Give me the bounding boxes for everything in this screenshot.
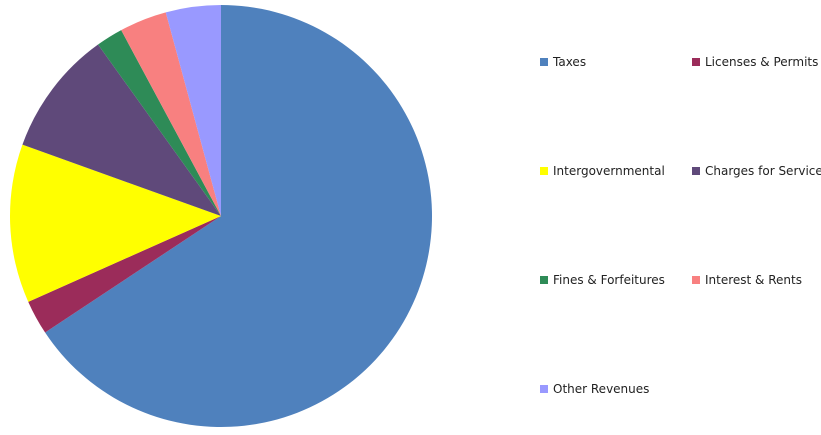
pie-slice-intergovernmental bbox=[10, 144, 222, 302]
legend-label-interest-rents: Interest & Rents bbox=[705, 273, 802, 287]
pie-slice-taxes bbox=[45, 5, 432, 428]
legend-item-interest-rents: Interest & Rents bbox=[692, 271, 802, 289]
legend-label-intergovernmental: Intergovernmental bbox=[553, 164, 665, 178]
legend-label-taxes: Taxes bbox=[553, 55, 587, 69]
legend-item-intergovernmental: Intergovernmental bbox=[540, 162, 665, 180]
pie-slice-other-revenues bbox=[165, 5, 221, 216]
legend-item-charges-for-services: Charges for Services bbox=[692, 162, 821, 180]
legend-label-licenses-permits: Licenses & Permits bbox=[705, 55, 819, 69]
legend-swatch-charges-for-services bbox=[692, 167, 700, 175]
legend-item-other-revenues: Other Revenues bbox=[540, 380, 649, 398]
legend-swatch-licenses-permits bbox=[692, 58, 700, 66]
legend-item-taxes: Taxes bbox=[540, 53, 586, 71]
legend-swatch-taxes bbox=[540, 58, 548, 66]
legend-swatch-fines-forfeitures bbox=[540, 276, 548, 284]
pie-slice-charges-for-services bbox=[22, 44, 221, 216]
legend-item-licenses-permits: Licenses & Permits bbox=[692, 53, 818, 71]
pie-slice-interest-rents bbox=[121, 12, 221, 216]
legend-item-fines-forfeitures: Fines & Forfeitures bbox=[540, 271, 665, 289]
legend-swatch-other-revenues bbox=[540, 385, 548, 393]
legend-swatch-interest-rents bbox=[692, 276, 700, 284]
pie-slice-fines-forfeitures bbox=[98, 30, 221, 216]
legend-label-other-revenues: Other Revenues bbox=[553, 382, 650, 396]
legend-label-fines-forfeitures: Fines & Forfeitures bbox=[553, 273, 665, 287]
legend-label-charges-for-services: Charges for Services bbox=[705, 164, 821, 178]
pie-slice-licenses-permits bbox=[28, 216, 221, 333]
chart-legend: Taxes Licenses & Permits Intergovernment… bbox=[540, 48, 821, 408]
legend-swatch-intergovernmental bbox=[540, 167, 548, 175]
